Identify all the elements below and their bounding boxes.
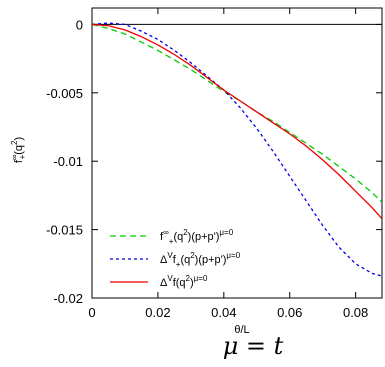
series-blue-line [92,22,382,277]
plot-frame [91,7,383,299]
legend-label-red: ΔVf(q2)μ=0 [160,274,208,289]
legend-label-part: )(p+p') [195,254,227,266]
legend-label-part: μ=0 [194,274,208,283]
y-axis-label: f∞+(q2) [10,137,27,163]
legend-label-blue: ΔVf+(q2)(p+p')μ=0 [160,251,241,269]
legend-label-part: )(p+p') [188,231,220,243]
x-tick-label: 0.02 [145,305,170,320]
legend: f∞+(q2)(p+p')μ=0ΔVf+(q2)(p+p')μ=0ΔVf(q2)… [110,228,241,289]
legend-label-part: Δ [160,277,168,289]
y-axis-label-part: f [13,159,25,163]
legend-label-green: f∞+(q2)(p+p')μ=0 [160,228,234,246]
y-axis-label-text: f∞+(q2) [10,137,27,163]
y-tick-label: -0.005 [46,86,83,101]
legend-label-part: ) [190,277,194,289]
legend-label-part: f [173,254,177,266]
legend-label-part: + [169,237,174,246]
x-tick-label: 0.04 [211,305,236,320]
x-tick-label: 0.08 [343,305,368,320]
legend-label-part: μ=0 [226,251,240,260]
y-axis-label-part: ∞ [10,154,19,160]
x-axis-label: θ/L [234,324,249,336]
legend-label-part: Δ [160,254,168,266]
y-tick-label: -0.01 [53,154,83,169]
y-tick-label: -0.02 [53,291,83,306]
legend-label-part: 2 [186,274,191,283]
legend-label-part: f [160,231,164,243]
y-axis-label-part: 2 [10,140,19,145]
legend-label-part: 2 [190,251,195,260]
caption: μ = t [223,332,284,360]
y-tick-label: 0 [76,17,83,32]
legend-label-part: + [176,260,181,269]
series-green-line [92,23,382,203]
legend-label-part: f(q [173,277,186,289]
y-axis-label-part: + [18,154,27,159]
axis-ticks: 0 0.02 0.04 0.06 0.08 0 -0.005 -0.01 -0.015 -0.02 [46,8,382,320]
legend-label-part: 2 [183,228,188,237]
y-axis-label-part: (q [13,145,25,155]
series-layer [92,22,382,277]
x-tick-label: 0.06 [277,305,302,320]
legend-label-part: V [167,251,173,260]
legend-label-part: (q [173,231,183,243]
series-red-line [92,23,382,220]
y-axis-label-part: ) [13,137,25,141]
y-tick-label: -0.015 [46,223,83,238]
x-tick-label: 0 [88,305,95,320]
legend-label-part: V [167,274,173,283]
legend-label-part: ∞ [163,228,169,237]
legend-label-part: (q [180,254,190,266]
legend-label-part: μ=0 [219,228,233,237]
